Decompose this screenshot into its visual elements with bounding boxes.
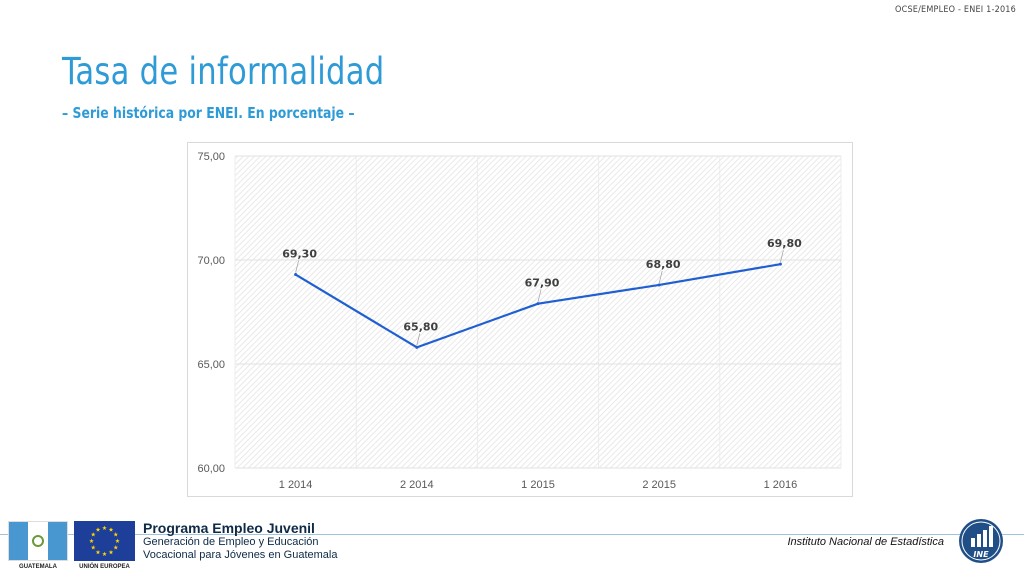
eu-star-icon (102, 551, 107, 556)
page-title: Tasa de informalidad (62, 50, 385, 93)
guatemala-label: GUATEMALA (19, 564, 57, 570)
program-block: Programa Empleo Juvenil Generación de Em… (143, 520, 337, 562)
eu-star-icon (113, 545, 119, 550)
eu-star-icon (89, 538, 94, 543)
x-tick-label: 1 2015 (521, 479, 555, 491)
eu-star-icon (90, 545, 96, 550)
eu-star-icon (108, 527, 114, 532)
x-tick-label: 1 2014 (279, 479, 313, 491)
y-tick-label: 70,00 (197, 255, 225, 267)
data-label-leader (416, 333, 421, 346)
data-label: 69,30 (282, 248, 317, 261)
eu-label: UNIÓN EUROPEA (79, 564, 130, 570)
eu-star-icon (95, 549, 101, 555)
eu-flag-icon (74, 521, 135, 561)
footer-divider (0, 534, 1024, 535)
data-label: 69,80 (767, 237, 802, 250)
data-label-leader (295, 260, 299, 273)
x-tick-label: 2 2015 (642, 479, 676, 491)
ine-logo-text: INE (973, 550, 989, 559)
data-label: 67,90 (525, 277, 560, 290)
data-point (415, 345, 419, 349)
data-point (778, 262, 782, 266)
data-point (657, 283, 661, 287)
y-tick-label: 60,00 (197, 463, 225, 475)
plot-area (235, 156, 841, 468)
y-tick-label: 65,00 (197, 359, 225, 371)
program-line-1: Generación de Empleo y Educación (143, 536, 319, 548)
line-chart: 60,00 65,00 70,00 75,00 1 2014 2 2014 1 2015 2… (197, 151, 842, 491)
data-label-leader (537, 289, 542, 302)
eu-star-icon (113, 532, 119, 537)
data-label-leader (658, 270, 663, 284)
x-tick-label: 2 2014 (400, 479, 434, 491)
x-tick-label: 1 2016 (764, 479, 798, 491)
ine-logo-icon: INE (959, 519, 1003, 563)
y-tick-label: 75,00 (197, 151, 225, 163)
eu-star-icon (95, 527, 101, 532)
institute-name: Instituto Nacional de Estadística (787, 536, 944, 548)
program-title: Programa Empleo Juvenil (143, 520, 315, 536)
eu-star-icon (115, 538, 120, 543)
data-label-leader (780, 250, 784, 263)
eu-star-icon (90, 532, 96, 537)
data-point (536, 302, 540, 306)
document-reference: OCSE/EMPLEO - ENEI 1-2016 (895, 5, 1016, 15)
page-subtitle: – Serie histórica por ENEI. En porcentaj… (62, 104, 355, 122)
data-point (294, 273, 298, 277)
program-line-2: Vocacional para Jóvenes en Guatemala (143, 549, 338, 561)
guatemala-flag-icon (8, 521, 68, 561)
eu-star-icon (108, 549, 114, 555)
chart-frame: 60,00 65,00 70,00 75,00 1 2014 2 2014 1 2015 2… (187, 142, 853, 497)
data-label: 65,80 (403, 320, 438, 333)
data-label: 68,80 (646, 258, 681, 271)
eu-star-icon (102, 525, 107, 530)
